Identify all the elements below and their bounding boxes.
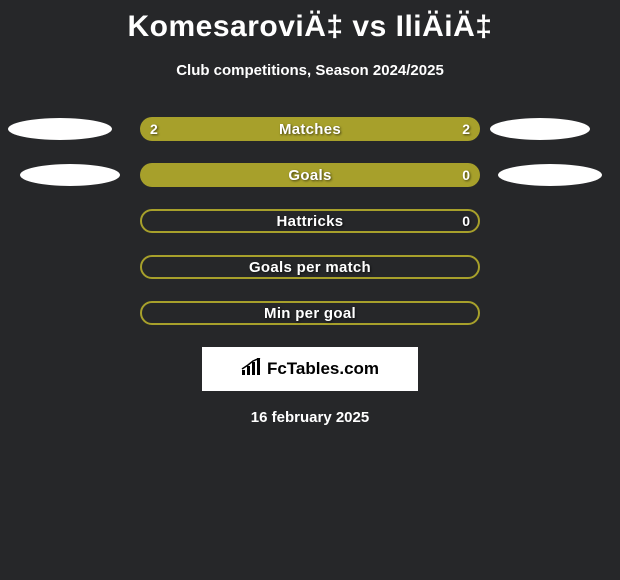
bar: 0Goals [140,163,480,187]
bar: 22Matches [140,117,480,141]
subtitle: Club competitions, Season 2024/2025 [0,62,620,79]
brand-icon [241,358,263,381]
bar-label: Min per goal [140,301,480,325]
stat-rows: 22Matches 0Goals 0Hattricks Goals per match… [0,117,620,325]
bar: 0Hattricks [140,209,480,233]
brand-box: FcTables.com [202,347,418,391]
stat-row: Goals per match [0,255,620,279]
bar-label: Goals per match [140,255,480,279]
page-title: KomesaroviÄ‡ vs IliÄiÄ‡ [0,0,620,44]
bar: Min per goal [140,301,480,325]
bar-label: Matches [140,117,480,141]
stat-row: 0Goals [0,163,620,187]
bar-label: Hattricks [140,209,480,233]
right-ellipse [490,118,590,140]
stat-row: 0Hattricks [0,209,620,233]
left-ellipse [20,164,120,186]
brand-text: FcTables.com [267,359,379,379]
stat-row: 22Matches [0,117,620,141]
date-text: 16 february 2025 [0,409,620,426]
stat-row: Min per goal [0,301,620,325]
left-ellipse [8,118,112,140]
right-ellipse [498,164,602,186]
bar: Goals per match [140,255,480,279]
bar-label: Goals [140,163,480,187]
